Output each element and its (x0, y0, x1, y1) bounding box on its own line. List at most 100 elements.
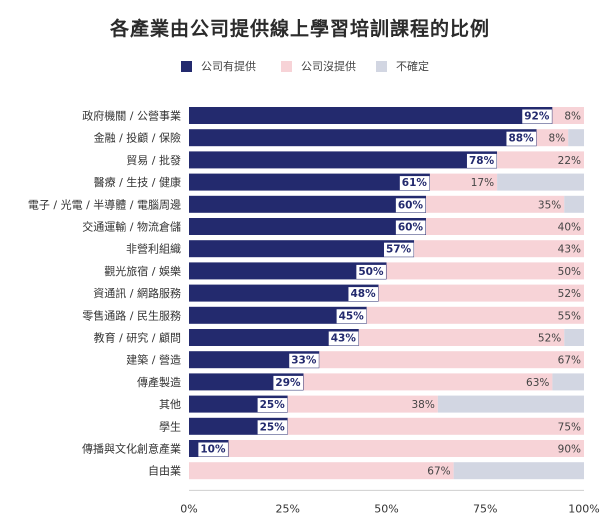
bar-segment (189, 129, 537, 147)
bar-segment (426, 218, 584, 235)
data-label: 67% (427, 466, 450, 478)
data-label-bg (466, 153, 497, 168)
data-label: 60% (398, 222, 424, 234)
bar-segment (189, 329, 359, 346)
data-label: 25% (260, 399, 286, 411)
data-label: 22% (558, 155, 581, 167)
legend-swatch-provided (181, 60, 192, 72)
category-label: 觀光旅宿 / 娛樂 (104, 264, 181, 278)
bar-segment (414, 240, 584, 258)
bar-segment (378, 284, 584, 302)
data-label: 25% (260, 421, 286, 433)
category-label: 自由業 (148, 464, 181, 478)
legend-swatch-not-provided (281, 60, 292, 72)
bar-segment (564, 329, 584, 346)
bar-segment (319, 351, 584, 369)
data-label-bg (384, 242, 414, 257)
data-label-bg (348, 287, 379, 302)
category-label: 建築 / 營造 (126, 353, 181, 367)
bar-segment (453, 462, 584, 480)
data-label-bg (336, 309, 367, 324)
data-label-bg (395, 220, 426, 235)
category-label: 金融 / 投顧 / 保險 (94, 131, 181, 145)
data-label: 45% (339, 310, 365, 322)
bar-segment (366, 306, 584, 324)
category-label: 學生 (159, 419, 181, 433)
bar-segment (429, 173, 498, 191)
data-label: 61% (402, 177, 428, 189)
bar-segment (564, 195, 584, 213)
x-tick-label: 75% (473, 502, 497, 515)
chart-legend: 公司有提供 公司沒提供 不確定 (0, 57, 600, 75)
data-label: 33% (291, 355, 317, 367)
data-label: 52% (538, 333, 561, 345)
category-label: 非營利組織 (126, 243, 181, 256)
legend-item-unsure: 不確定 (376, 57, 429, 75)
bar-segment (287, 417, 584, 435)
bar-segment (189, 351, 320, 369)
bar-segment (189, 306, 367, 324)
x-tick-label: 50% (374, 502, 398, 515)
legend-swatch-unsure (376, 60, 387, 72)
bar-segment (552, 107, 584, 124)
data-label: 78% (469, 155, 495, 167)
bar-segment (358, 329, 565, 346)
category-label: 傳產製造 (137, 375, 181, 389)
category-label: 教育 / 研究 / 顧問 (94, 331, 181, 345)
data-label: 57% (386, 244, 412, 256)
bar-segment (426, 195, 565, 213)
x-tick-label: 100% (568, 502, 599, 515)
bar-segment (189, 218, 426, 235)
data-label-bg (273, 375, 304, 390)
data-label: 75% (558, 421, 581, 433)
bar-segment (228, 440, 584, 457)
bar-segment (287, 395, 438, 413)
legend-label-provided: 公司有提供 (201, 60, 256, 73)
bar-segment (386, 262, 584, 280)
bar-segment (189, 462, 454, 480)
data-label: 8% (549, 133, 566, 145)
data-label: 29% (275, 377, 301, 389)
data-label: 88% (508, 133, 534, 145)
data-label: 17% (471, 177, 494, 189)
legend-item-not-provided: 公司沒提供 (281, 57, 356, 75)
legend-label-not-provided: 公司沒提供 (301, 60, 356, 73)
data-label: 10% (200, 444, 226, 456)
bar-segment (552, 373, 584, 391)
data-label: 43% (331, 333, 357, 345)
data-label-bg (289, 353, 319, 368)
bar-segment (189, 262, 387, 280)
category-label: 傳播與文化創意產業 (82, 442, 181, 456)
data-label-bg (328, 331, 359, 346)
data-label-bg (399, 176, 430, 191)
bar-segment (189, 284, 379, 302)
bar-segment (189, 195, 426, 213)
bar-segment (497, 173, 584, 191)
x-tick-label: 0% (180, 502, 197, 515)
data-label: 92% (524, 111, 550, 123)
bar-segment (536, 129, 569, 147)
data-label: 55% (558, 310, 581, 322)
data-label: 40% (558, 222, 581, 234)
data-label: 43% (558, 244, 581, 256)
category-label: 電子 / 光電 / 半導體 / 電腦周邊 (28, 197, 181, 211)
data-label-bg (257, 398, 288, 413)
category-label: 資通訊 / 網路服務 (93, 286, 181, 300)
bar-segment (303, 373, 553, 391)
category-label: 貿易 / 批發 (126, 153, 181, 167)
category-label: 其他 (159, 398, 181, 411)
data-label-bg (506, 131, 537, 146)
data-label-bg (395, 198, 426, 213)
data-label: 60% (398, 199, 424, 211)
data-label: 50% (558, 266, 581, 278)
category-label: 交通運輸 / 物流倉儲 (82, 220, 181, 234)
chart-title: 各產業由公司提供線上學習培訓課程的比例 (109, 18, 490, 40)
data-label: 52% (558, 288, 581, 300)
bar-segment (189, 173, 430, 191)
data-label-bg (198, 442, 228, 457)
data-label: 48% (350, 288, 376, 300)
bar-segment (189, 107, 553, 124)
bar-segment (189, 151, 498, 169)
legend-label-unsure: 不確定 (396, 60, 429, 73)
